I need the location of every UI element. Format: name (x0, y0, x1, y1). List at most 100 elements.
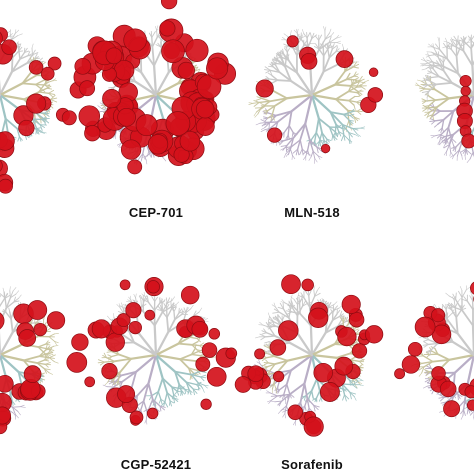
tree-branch (153, 302, 161, 312)
tree-branch (470, 47, 474, 67)
tree-branch (35, 128, 42, 133)
tree-branch (154, 342, 180, 357)
tree-branch (188, 389, 192, 396)
tree-branch (438, 396, 445, 399)
tree-branch (169, 400, 175, 404)
tree-branch (160, 304, 163, 312)
binding-dots-panel-4 (0, 300, 89, 435)
tree-branch (289, 393, 292, 399)
tree-branch (282, 302, 285, 310)
tree-branch (142, 155, 148, 158)
tree-branch (448, 353, 474, 361)
tree-branch (348, 139, 351, 144)
tree-branch (271, 105, 276, 116)
tree-branch (460, 39, 464, 47)
tree-branch (113, 357, 133, 363)
tree-branch (283, 43, 291, 48)
tree-branch (310, 353, 338, 359)
tree-branch (171, 386, 178, 393)
binding-dot (254, 348, 266, 360)
tree-branch (263, 345, 270, 349)
binding-dots-panel-2 (255, 35, 384, 154)
tree-branch (302, 300, 306, 307)
tree-branch (432, 114, 434, 121)
tree-branch (255, 336, 260, 339)
tree-branch (165, 297, 168, 304)
tree-branch (429, 120, 436, 122)
tree-branch (38, 87, 48, 93)
tree-branch (48, 333, 55, 338)
tree-branch (116, 380, 119, 386)
tree-branch (4, 117, 19, 130)
tree-branch (132, 341, 158, 357)
tree-branch (318, 48, 325, 57)
binding-dot (123, 28, 147, 52)
binding-dot (84, 376, 96, 388)
tree-branch (194, 68, 201, 72)
tree-branch (140, 400, 145, 411)
tree-branch (335, 98, 349, 112)
tree-branch (462, 399, 466, 411)
tree-branch (26, 54, 34, 64)
tree-branch (466, 39, 471, 44)
tree-branch (273, 97, 288, 107)
tree-branch (136, 382, 150, 397)
tree-branch (161, 299, 166, 305)
tree-branch (18, 48, 21, 60)
tree-branch (134, 353, 158, 373)
tree-branch (429, 349, 432, 356)
binding-dot (225, 347, 238, 360)
tree-branch (421, 360, 434, 365)
tree-branch (147, 301, 156, 312)
tree-branch (158, 36, 163, 40)
tree-branch (97, 359, 105, 363)
tree-branch (291, 300, 294, 307)
tree-branch (277, 314, 279, 320)
tree-branch (107, 354, 113, 357)
tree-branch (450, 302, 456, 308)
tree-branch (276, 79, 292, 82)
tree-branch (174, 313, 183, 321)
tree-branch (259, 333, 267, 338)
tree-branch (455, 292, 457, 301)
tree-branch (47, 352, 54, 355)
binding-dot (335, 50, 354, 68)
tree-branch (456, 149, 460, 157)
tree-branch (453, 296, 456, 302)
tree-branch (34, 83, 42, 90)
tree-branch (185, 381, 190, 391)
binding-dot (266, 127, 283, 143)
tree-branch (30, 319, 33, 325)
tree-branch (304, 290, 310, 297)
tree-branch (254, 113, 259, 118)
tree-branch (286, 383, 291, 395)
tree-branch (258, 359, 261, 365)
tree-branch (259, 321, 264, 326)
tree-branch (348, 120, 351, 128)
binding-dot (278, 320, 299, 341)
tree-branch (349, 113, 355, 116)
tree-branch (268, 320, 270, 328)
tree-branch (426, 74, 432, 78)
tree-branch (426, 354, 431, 358)
tree-branch (310, 377, 318, 392)
tree-branch (1, 117, 7, 134)
tree-branch (184, 388, 189, 394)
tree-branch (53, 345, 59, 347)
tree-branch (14, 29, 20, 34)
tree-branch (460, 304, 465, 311)
tree-branch (275, 64, 281, 73)
tree-branch (38, 352, 49, 357)
tree-branch (54, 340, 59, 344)
tree-branch (441, 137, 447, 143)
tree-branch (0, 343, 24, 357)
tree-branch (343, 134, 349, 141)
tree-branch (418, 372, 423, 377)
tree-branch (271, 75, 279, 81)
tree-branch (338, 305, 343, 309)
tree-branch (310, 32, 313, 40)
binding-dot (66, 352, 88, 373)
binding-dots-panel-3 (456, 74, 474, 149)
tree-branch (260, 105, 267, 110)
binding-dot (303, 416, 324, 437)
